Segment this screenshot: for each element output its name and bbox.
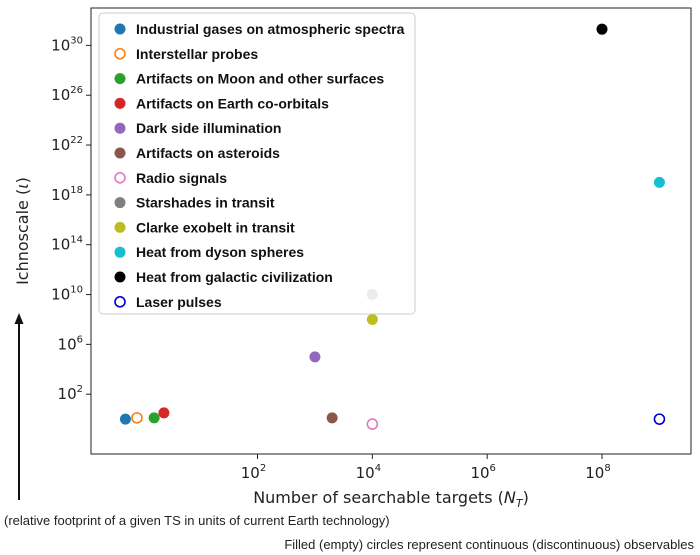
legend: Industrial gases on atmospheric spectra I… [98,12,416,315]
legend-items: Industrial gases on atmospheric spectra I… [114,21,405,310]
data-point [119,413,131,425]
legend-marker [114,295,126,308]
x-axis-label: Number of searchable targets (NT) [253,488,529,510]
y-tick-label: 1026 [51,85,83,104]
x-tick-label: 104 [356,463,381,482]
legend-label: Dark side illumination [136,120,281,136]
y-tick-label: 1030 [51,35,83,54]
x-tick-label: 102 [241,463,266,482]
x-ticks: 102 104 106 108 [241,454,611,482]
legend-marker [114,271,126,283]
legend-label: Laser pulses [136,294,222,310]
y-ticks: 102 106 1010 1014 1018 1022 1026 1030 [51,35,91,403]
legend-marker [114,221,126,233]
legend-marker [114,147,126,159]
legend-label: Starshades in transit [136,195,275,211]
data-point [653,413,666,425]
y-tick-label: 1014 [51,235,83,254]
y-tick-label: 106 [58,334,83,353]
data-point [596,23,608,35]
legend-label: Heat from dyson spheres [136,244,304,260]
legend-marker [114,47,126,60]
legend-label: Artifacts on Earth co-orbitals [136,95,329,111]
filled-empty-note: Filled (empty) circles represent continu… [284,537,694,552]
y-axis-arrow [14,313,24,500]
data-point [131,412,143,424]
y-tick-label: 1010 [51,285,83,304]
x-tick-label: 108 [585,463,610,482]
data-point [366,313,378,325]
data-point [148,412,160,424]
legend-label: Clarke exobelt in transit [136,219,295,235]
y-tick-label: 1022 [51,135,83,154]
legend-label: Interstellar probes [136,46,258,62]
legend-label: Artifacts on Moon and other surfaces [136,71,384,87]
data-point [309,351,321,363]
legend-marker [114,246,126,258]
data-point [326,412,338,424]
legend-marker [114,197,126,209]
legend-label: Industrial gases on atmospheric spectra [136,21,405,37]
y-tick-label: 102 [58,384,83,403]
data-point [366,418,379,430]
data-point [653,176,665,188]
footprint-note: (relative footprint of a given TS in uni… [4,513,390,528]
legend-label: Heat from galactic civilization [136,269,333,285]
legend-box [98,12,416,315]
x-tick-label: 106 [470,463,495,482]
legend-marker [114,122,126,134]
y-tick-label: 1018 [51,185,83,204]
data-point [158,407,170,419]
legend-label: Radio signals [136,170,227,186]
legend-marker [114,172,126,184]
legend-marker [114,23,126,35]
legend-label: Artifacts on asteroids [136,145,280,161]
data-points [119,23,666,430]
legend-marker [114,97,126,109]
legend-marker [114,73,126,85]
y-axis-label: Ichnoscale (ι) [13,177,32,285]
